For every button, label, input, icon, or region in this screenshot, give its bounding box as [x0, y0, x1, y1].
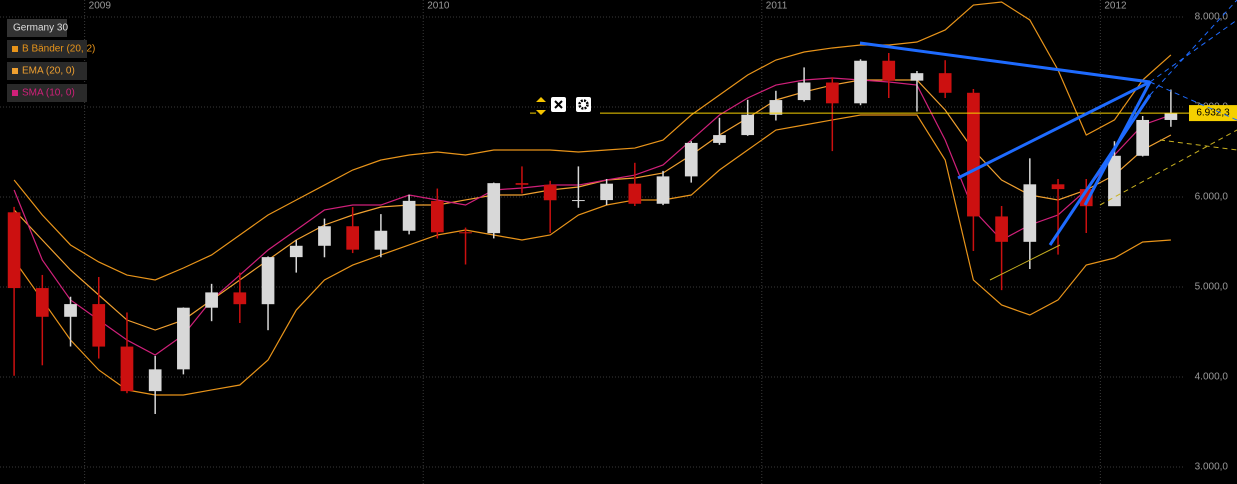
candle-body: [120, 346, 134, 392]
legend-title: Germany 30: [13, 23, 68, 34]
candle-body: [854, 60, 867, 104]
legend-label: EMA (20, 0): [22, 66, 75, 77]
candle-body: [797, 82, 811, 101]
delete-icon: [554, 100, 563, 109]
indicator-line: [13, 79, 1172, 331]
x-tick-label: 2012: [1104, 1, 1127, 12]
x-tick-label: 2009: [89, 1, 112, 12]
y-tick-label: 5.000,0: [1195, 282, 1229, 293]
candle-body: [402, 200, 416, 231]
candle-body: [713, 135, 726, 143]
candle-body: [487, 183, 501, 234]
trend-line: [1083, 81, 1152, 206]
candle-body: [374, 230, 388, 250]
trend-extension: [1149, 81, 1237, 121]
candle-body: [64, 304, 77, 317]
candle-body: [205, 292, 218, 308]
line-toolbar[interactable]: [536, 97, 591, 115]
legend-swatch: [12, 68, 18, 74]
legend-swatch: [12, 46, 18, 52]
legend-title-box: [7, 19, 67, 37]
candle-body: [7, 212, 21, 289]
candle-body: [1108, 155, 1121, 207]
trend-line: [859, 41, 1151, 84]
candle-body: [1164, 113, 1178, 120]
candle-body: [515, 183, 529, 185]
candle-body: [741, 114, 755, 136]
legend-item-box: [7, 84, 87, 102]
legend: Germany 30 B Bänder (20, 2) EMA (20, 0) SMA…: [7, 19, 95, 102]
x-tick-label: 2010: [427, 1, 450, 12]
settings-button[interactable]: [576, 97, 591, 112]
candle-body: [346, 226, 360, 250]
candle-body: [543, 184, 557, 201]
trend-line: [1048, 94, 1152, 246]
price-label-box: [1189, 105, 1237, 122]
candle-body: [967, 92, 980, 217]
candle-body: [769, 100, 783, 115]
candle-body: [656, 176, 670, 204]
candle-body: [995, 216, 1008, 242]
candle-body: [628, 183, 642, 204]
y-tick-label: 3.000,0: [1195, 462, 1229, 473]
candle-body: [1051, 184, 1065, 190]
candle-body: [1136, 119, 1150, 156]
candle-body: [459, 232, 472, 234]
legend-item-box: [7, 62, 87, 80]
x-tick-label: 2011: [766, 1, 788, 12]
candle-body: [289, 245, 303, 258]
trend-lines: [859, 41, 1152, 246]
candle-body: [938, 73, 952, 93]
trend-extensions: [989, 0, 1237, 281]
trend-extension: [1099, 129, 1237, 206]
indicator-line: [13, 1, 1172, 281]
settings-icon: [578, 99, 589, 110]
candle-body: [910, 73, 924, 81]
trend-extension: [1149, 19, 1237, 83]
trend-extension: [989, 244, 1061, 281]
candle-body: [92, 304, 106, 347]
candle-body: [825, 82, 839, 104]
trend-line: [957, 80, 1151, 180]
y-tick-label: 6.000,0: [1195, 192, 1229, 203]
candle-body: [600, 183, 613, 201]
legend-label: SMA (10, 0): [22, 88, 75, 99]
legend-label: B Bänder (20, 2): [22, 44, 95, 55]
candle-body: [882, 60, 896, 81]
candle-body: [148, 369, 162, 392]
candle-body: [684, 142, 698, 177]
candle-body: [1023, 184, 1037, 242]
price-label: 6.932,3: [1196, 108, 1230, 119]
y-tick-label: 8.000,0: [1195, 12, 1229, 23]
candle-body: [35, 288, 49, 317]
candle-body: [318, 226, 331, 246]
trend-extension: [1149, 0, 1237, 96]
candle-body: [177, 307, 190, 370]
candle-body: [261, 257, 275, 305]
y-tick-label: 4.000,0: [1195, 372, 1229, 383]
legend-swatch: [12, 90, 18, 96]
candle-body: [233, 292, 247, 305]
indicator-line: [13, 114, 1171, 396]
legend-item-box: [7, 40, 87, 58]
candle-body: [430, 200, 444, 233]
trend-extension: [1159, 139, 1237, 151]
candle-body: [572, 200, 585, 202]
move-handle[interactable]: [536, 97, 546, 115]
